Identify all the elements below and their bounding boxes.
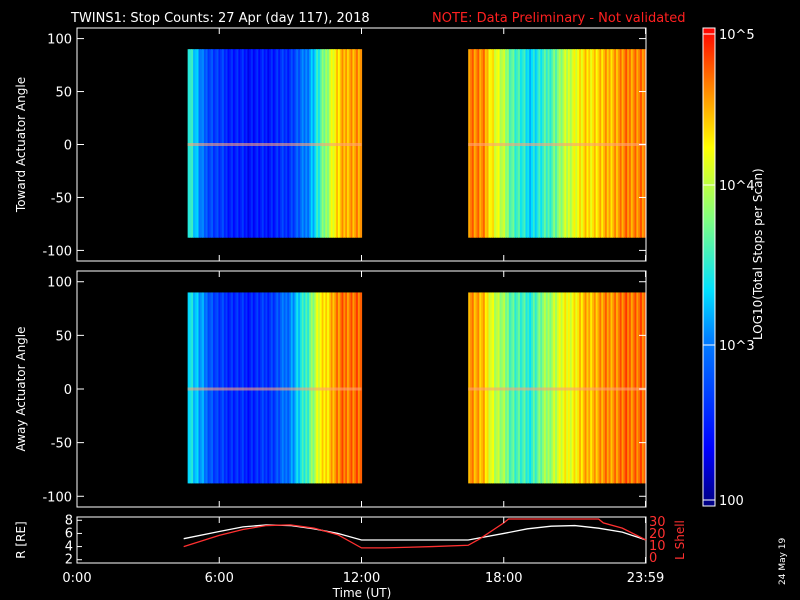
colorbar-tick-label: 10^3 [719,339,755,354]
time-axis: 0:00 6:00 12:00 18:00 23:59 [62,28,664,586]
y-tick-label: 4 [65,540,73,555]
y-axis-label: R [RE] [14,521,28,558]
colorbar [702,27,716,507]
y-tick-label: 0 [64,383,72,398]
y-tick-label: 50 [55,86,72,101]
y2-tick-label: 30 [649,515,666,530]
x-tick-label: 6:00 [205,571,234,586]
y2-axis-label: L Shell [673,520,687,560]
y-tick-label: -50 [51,437,72,452]
y-tick-label: 50 [55,329,72,344]
y-axis-label: Toward Actuator Angle [14,77,28,213]
away-angle-panel: 100 50 0 -50 -100 Away Actuator Angle [14,270,647,508]
y-tick-label: -100 [42,490,72,505]
colorbar-label: LOG10(Total Stops per Scan) [751,168,765,340]
colorbar-tick-label: 10^5 [719,28,755,43]
y-tick-label: 100 [47,276,72,291]
y2-tick-label: 0 [649,551,657,566]
y2-tick-label: 20 [649,527,666,542]
toward-angle-panel: 100 50 0 -50 -100 Toward Actuator Angle [14,27,647,262]
colorbar-tick-label: 100 [719,494,744,509]
x-axis-label: Time (UT) [332,586,392,600]
y-tick-label: 6 [65,526,73,541]
colorbar-ticks: 10^5 10^4 10^3 100 [703,28,755,509]
chart-note: NOTE: Data Preliminary - Not validated [432,11,686,26]
x-tick-label: 12:00 [343,571,380,586]
x-tick-label: 18:00 [485,571,522,586]
y-axis-label: Away Actuator Angle [14,326,28,451]
colorbar-tick-label: 10^4 [719,179,755,194]
y2-tick-label: 10 [649,539,666,554]
chart-title: TWINS1: Stop Counts: 27 Apr (day 117), 2… [70,11,370,26]
lshell-series-line [183,518,647,549]
y-tick-label: -50 [51,191,72,206]
y-tick-label: 100 [47,33,72,48]
y-tick-label: -100 [42,244,72,259]
x-tick-label: 23:59 [627,571,664,586]
date-stamp: 24 May 19 [778,537,788,585]
y-tick-label: 2 [65,553,73,568]
r-series-line [183,524,647,541]
y-tick-label: 0 [64,139,72,154]
x-tick-label: 0:00 [62,571,91,586]
y-tick-label: 8 [65,513,73,528]
